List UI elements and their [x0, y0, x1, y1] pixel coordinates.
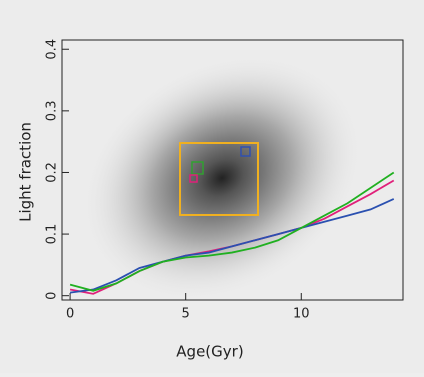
region-box — [240, 146, 251, 157]
y-axis-label: Light fraction — [17, 122, 35, 222]
y-tick-label: 0.1 — [45, 224, 60, 245]
y-tick-label: 0.3 — [45, 101, 60, 122]
plot-frame — [61, 39, 404, 301]
y-tick-label: 0 — [45, 292, 60, 300]
x-tick-label: 0 — [66, 307, 74, 322]
region-box — [179, 142, 259, 216]
x-tick-label: 5 — [182, 307, 190, 322]
x-axis-label: Age(Gyr) — [176, 343, 243, 361]
data-line — [69, 198, 395, 294]
y-tick-label: 0.4 — [45, 39, 60, 60]
data-line — [69, 171, 395, 292]
region-box — [191, 161, 204, 175]
x-tick-label: 10 — [293, 307, 310, 322]
region-box — [189, 174, 198, 183]
y-tick-label: 0.2 — [45, 162, 60, 183]
galaxy-image — [79, 53, 365, 303]
